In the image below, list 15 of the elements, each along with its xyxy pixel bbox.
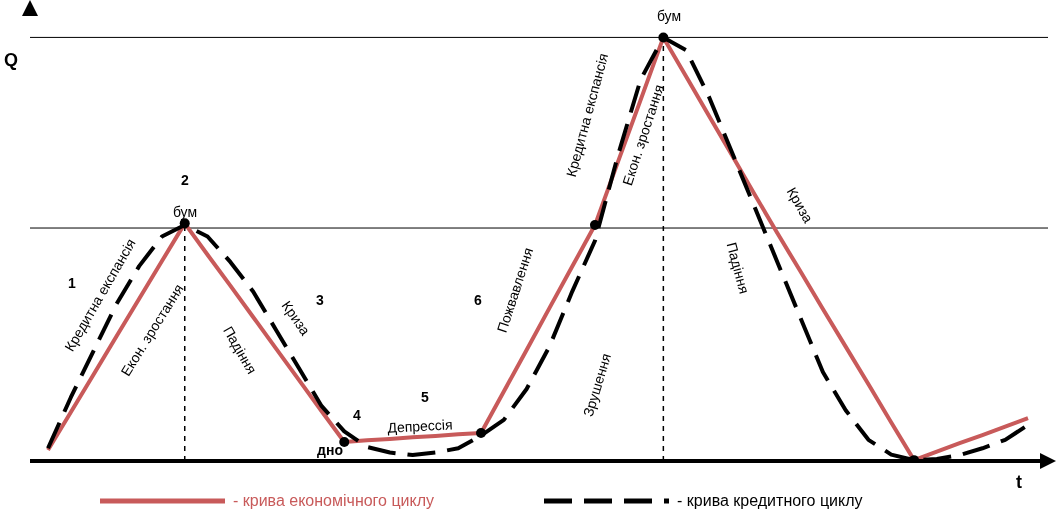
text: - крива економічного циклу [233, 492, 435, 510]
annotation: 5 [421, 389, 429, 405]
annotation: 6 [474, 292, 482, 308]
y-axis-title: Q [4, 50, 19, 71]
annotation: 4 [353, 407, 361, 423]
annotation: Падіння [723, 240, 753, 296]
annotation: 1 [68, 275, 76, 291]
text: бум [656, 8, 682, 24]
annotation: 2 [181, 172, 189, 188]
annotation: дно [317, 442, 343, 458]
x-axis-title: t [1016, 472, 1022, 493]
text: - крива кредитного циклу [677, 492, 863, 510]
annotation: Депрессія [387, 416, 453, 436]
annotation: бум [172, 204, 198, 220]
annotation: 3 [316, 292, 324, 308]
